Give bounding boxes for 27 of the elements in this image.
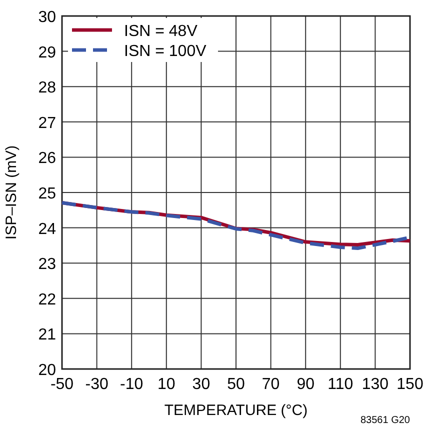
y-tick-label: 22	[38, 291, 56, 308]
x-tick-label: 90	[296, 376, 315, 393]
x-tick-label: -50	[50, 376, 74, 393]
x-tick-label: 110	[328, 376, 354, 393]
x-axis-title: TEMPERATURE (°C)	[164, 402, 308, 419]
x-tick-label: 10	[158, 376, 176, 393]
x-tick-label: 130	[362, 376, 389, 393]
x-tick-label: -30	[85, 376, 108, 393]
y-tick-label: 28	[38, 80, 56, 97]
x-tick-label: 30	[192, 376, 210, 393]
legend-label: ISN = 48V	[124, 23, 198, 40]
y-tick-label: 26	[38, 150, 56, 168]
y-tick-label: 27	[38, 114, 56, 132]
y-axis-title: ISP–ISN (mV)	[3, 145, 20, 240]
legend-label: ISN = 100V	[124, 43, 207, 60]
y-tick-label: 23	[38, 256, 56, 274]
x-tick-label: -10	[120, 376, 144, 393]
x-tick-label: 150	[396, 376, 424, 393]
text: 83561 G20	[360, 415, 410, 426]
y-tick-label: 21	[38, 326, 56, 344]
x-tick-label: 50	[227, 376, 245, 393]
y-tick-label: 25	[38, 186, 56, 202]
y-tick-label: 30	[38, 9, 56, 26]
y-tick-label: 24	[38, 220, 56, 238]
y-tick-label: 29	[38, 44, 56, 62]
y-tick-label: 20	[38, 362, 56, 379]
x-tick-label: 70	[262, 376, 280, 393]
